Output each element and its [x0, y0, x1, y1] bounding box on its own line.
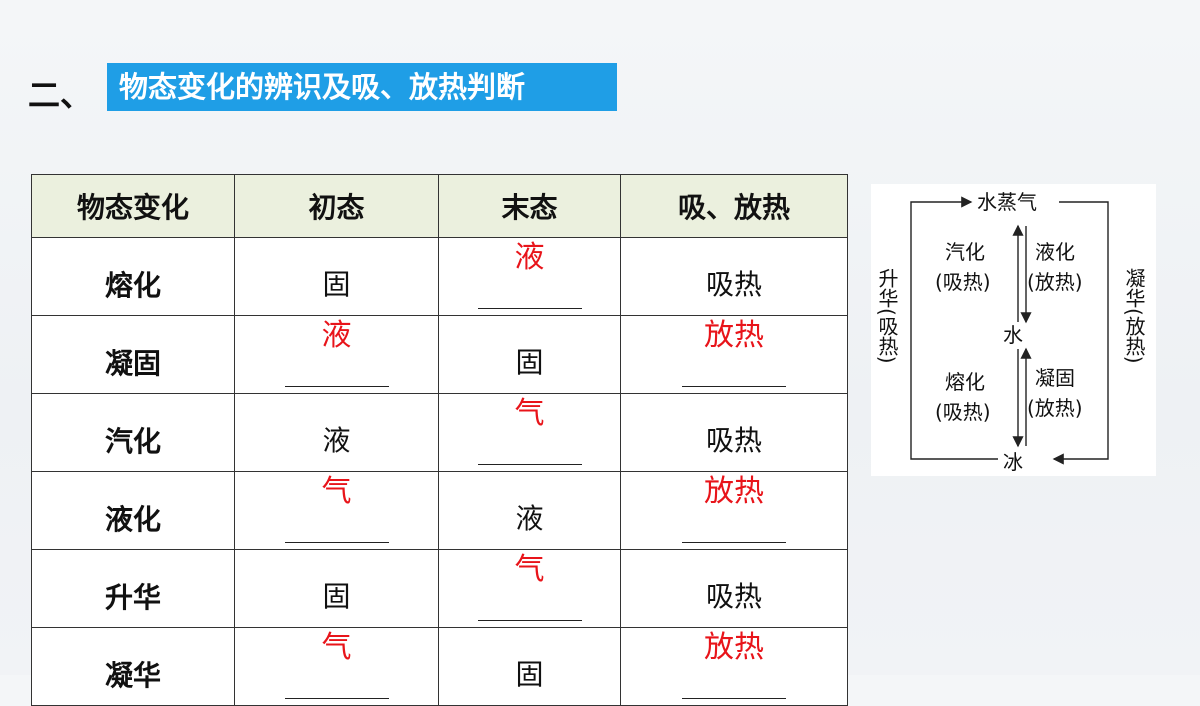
initial-cell: 固	[234, 549, 439, 628]
table-row: 升华 固 气吸热	[31, 549, 848, 628]
liquefy-label: 液化	[1035, 240, 1075, 264]
answer-blank-line	[477, 308, 582, 309]
heat-value: 吸热	[705, 267, 762, 301]
final-cell: 固	[438, 315, 621, 394]
phase-cycle-diagram: 水蒸气 水 冰 汽化 (吸热) 液化 (放热) 熔化 (吸热) 凝固 (放热) …	[871, 184, 1156, 476]
initial-value: 液	[322, 423, 351, 457]
final-cell: 气	[438, 393, 621, 472]
phase-change-table: 物态变化 初态 末态 吸、放热 熔化固液吸热 凝固液固放热 汽化液气吸热 液化气液放热…	[31, 174, 848, 706]
initial-cell: 液	[234, 315, 439, 394]
change-name-cell: 液化	[31, 471, 235, 550]
answer-blank-line	[682, 698, 786, 699]
heat-cell: 放热	[620, 315, 848, 394]
change-name-cell: 熔化	[31, 237, 235, 316]
ice-label: 冰	[1003, 450, 1023, 474]
initial-value: 固	[322, 267, 351, 301]
table-row: 液化 气液 放热	[31, 471, 848, 550]
final-cell: 气	[438, 549, 621, 628]
final-cell: 固	[438, 627, 621, 706]
vapor-label: 水蒸气	[977, 190, 1037, 214]
heat-cell: 吸热	[620, 237, 848, 316]
answer-blank-line	[682, 542, 786, 543]
initial-answer: 气	[321, 474, 352, 509]
change-name-cell: 凝固	[31, 315, 235, 394]
table-row: 凝固 液固 放热	[31, 315, 848, 394]
section-number: 二、	[28, 76, 93, 114]
table-row: 凝华 气固 放热	[31, 627, 848, 706]
initial-answer: 液	[321, 318, 352, 353]
section-title: 物态变化的辨识及吸、放热判断	[107, 63, 617, 111]
answer-blank-line	[477, 620, 582, 621]
initial-cell: 气	[234, 471, 439, 550]
change-name-cell: 汽化	[31, 393, 235, 472]
deposition-arrow	[1052, 201, 1109, 465]
sublimation-arrow	[910, 196, 998, 460]
final-answer: 液	[514, 240, 545, 275]
initial-value: 固	[322, 579, 351, 613]
heat-answer: 放热	[704, 630, 764, 665]
answer-blank-line	[682, 386, 786, 387]
heat-cell: 放热	[620, 627, 848, 706]
melt-heat: (吸热)	[935, 400, 991, 424]
final-value: 液	[515, 501, 544, 535]
heat-cell: 放热	[620, 471, 848, 550]
melt-label: 熔化	[945, 370, 985, 394]
deposition-label: 凝华(放热)	[1122, 268, 1146, 364]
final-cell: 液	[438, 471, 621, 550]
heat-cell: 吸热	[620, 549, 848, 628]
header-final: 末态	[438, 174, 621, 238]
heat-value: 吸热	[705, 579, 762, 613]
table-header-row: 物态变化 初态 末态 吸、放热	[31, 174, 848, 238]
heat-value: 吸热	[705, 423, 762, 457]
answer-blank-line	[284, 386, 389, 387]
answer-blank-line	[477, 464, 582, 465]
solidify-heat: (放热)	[1027, 396, 1083, 420]
answer-blank-line	[284, 542, 389, 543]
final-value: 固	[515, 345, 544, 379]
vaporize-label: 汽化	[945, 240, 985, 264]
heat-answer: 放热	[704, 474, 764, 509]
final-value: 固	[515, 657, 544, 691]
answer-blank-line	[284, 698, 389, 699]
heat-answer: 放热	[704, 318, 764, 353]
final-answer: 气	[514, 552, 545, 587]
table-row: 熔化 固 液吸热	[31, 237, 848, 316]
vaporize-heat: (吸热)	[935, 270, 991, 294]
header-heat: 吸、放热	[620, 174, 848, 238]
initial-cell: 液	[234, 393, 439, 472]
liquefy-heat: (放热)	[1027, 270, 1083, 294]
solidify-label: 凝固	[1035, 366, 1075, 390]
initial-cell: 固	[234, 237, 439, 316]
diagram-arrows	[910, 196, 1109, 465]
sublimation-label: 升华(吸热)	[875, 268, 899, 364]
change-name-cell: 升华	[31, 549, 235, 628]
water-label: 水	[1003, 323, 1023, 347]
heat-cell: 吸热	[620, 393, 848, 472]
table-row: 汽化 液 气吸热	[31, 393, 848, 472]
header-initial: 初态	[234, 174, 439, 238]
header-change: 物态变化	[31, 174, 235, 238]
initial-cell: 气	[234, 627, 439, 706]
final-cell: 液	[438, 237, 621, 316]
final-answer: 气	[514, 396, 545, 431]
change-name-cell: 凝华	[31, 627, 235, 706]
initial-answer: 气	[321, 630, 352, 665]
